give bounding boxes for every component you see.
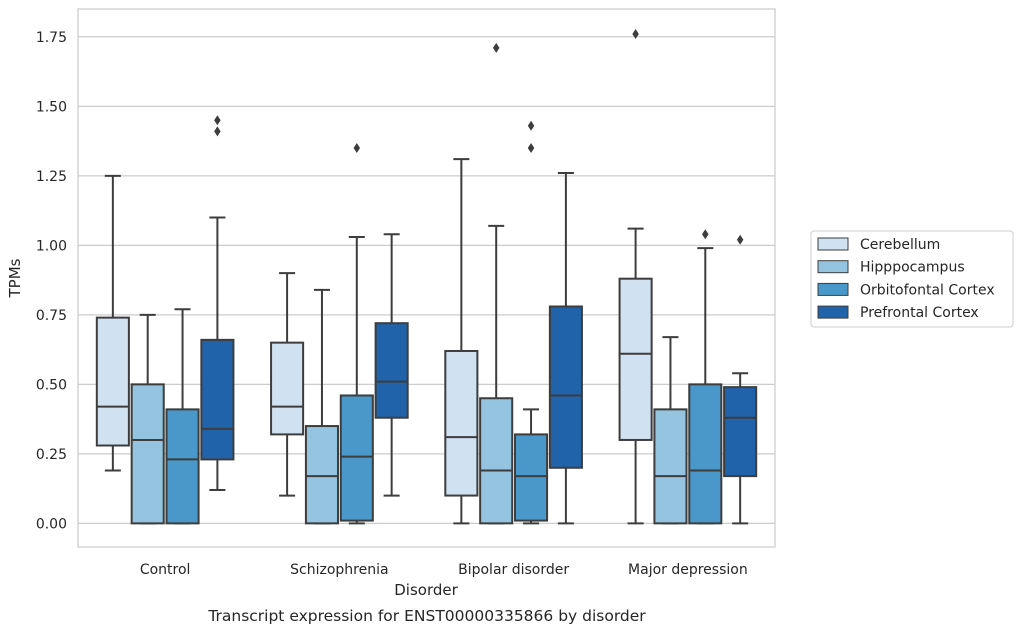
x-tick-label: Schizophrenia	[290, 562, 388, 578]
box-0-3	[200, 115, 235, 492]
y-tick-label: 0.25	[36, 447, 67, 463]
outlier-point	[527, 120, 535, 131]
x-tick-label: Bipolar disorder	[458, 562, 569, 578]
legend-label: Orbitofontal Cortex	[860, 282, 995, 298]
outlier-point	[214, 115, 221, 126]
box-body	[618, 277, 653, 441]
outlier-point	[214, 126, 221, 137]
box-body	[130, 383, 165, 525]
box-body	[479, 397, 514, 525]
outlier-point	[527, 143, 535, 154]
box-0-0	[95, 174, 130, 472]
box-0-2	[165, 308, 200, 525]
y-tick-label: 0.50	[36, 377, 67, 393]
outlier-point	[702, 229, 709, 240]
x-tick-label: Control	[140, 562, 191, 578]
box-1-2	[339, 143, 374, 525]
box-body	[653, 408, 688, 525]
x-axis-label: Disorder	[394, 581, 458, 599]
box-1-3	[374, 233, 409, 497]
box-3-3	[723, 234, 758, 525]
legend: Cerebellum Hipppocampus Orbitofontal Corte…	[810, 230, 1014, 328]
x-tick-label: Major depression	[628, 562, 748, 578]
box-body	[548, 305, 583, 469]
y-tick-label: 0.00	[36, 516, 67, 532]
box-2-3	[548, 172, 583, 525]
legend-swatch	[817, 305, 849, 319]
box-3-2	[688, 229, 723, 525]
legend-swatch	[817, 237, 849, 251]
legend-swatch	[817, 260, 849, 274]
legend-label: Cerebellum	[860, 237, 940, 253]
box-1-0	[270, 272, 305, 497]
x-tick-labels: Control Schizophrenia Bipolar disorder Majo…	[140, 562, 748, 578]
y-tick-label: 1.25	[36, 169, 67, 185]
y-axis-label: TPMs	[6, 258, 24, 298]
outlier-point	[632, 29, 639, 40]
box-body	[165, 408, 200, 525]
plot-frame	[77, 8, 776, 548]
legend-frame	[810, 230, 1014, 328]
box-body	[514, 433, 549, 522]
box-body	[270, 341, 305, 436]
box-body	[200, 338, 235, 461]
chart-caption: Transcript expression for ENST0000033586…	[207, 607, 646, 625]
outlier-point	[736, 234, 744, 245]
box-1-1	[304, 288, 339, 525]
box-body	[444, 349, 479, 497]
box-body	[95, 316, 130, 447]
box-3-0	[618, 29, 653, 525]
legend-label: Hipppocampus	[860, 260, 965, 276]
box-body	[723, 386, 758, 478]
legend-label: Prefrontal Cortex	[860, 305, 979, 321]
outlier-point	[492, 42, 500, 53]
y-tick-labels: 0.00 0.25 0.50 0.75 1.00 1.25 1.50 1.75	[36, 30, 67, 533]
box-3-1	[653, 336, 688, 525]
y-tick-label: 1.75	[36, 30, 67, 46]
box-body	[688, 383, 723, 525]
box-body	[374, 322, 409, 419]
box-2-2	[514, 120, 549, 525]
y-tick-label: 1.50	[36, 99, 67, 115]
outlier-point	[353, 143, 361, 154]
box-2-1	[479, 42, 514, 525]
box-0-1	[130, 313, 165, 525]
box-2-0	[444, 158, 479, 525]
box-groups	[95, 29, 758, 525]
y-tick-label: 1.00	[36, 238, 67, 254]
box-body	[339, 394, 374, 522]
y-tick-label: 0.75	[36, 308, 67, 324]
box-body	[304, 425, 339, 525]
legend-swatch	[817, 282, 849, 296]
